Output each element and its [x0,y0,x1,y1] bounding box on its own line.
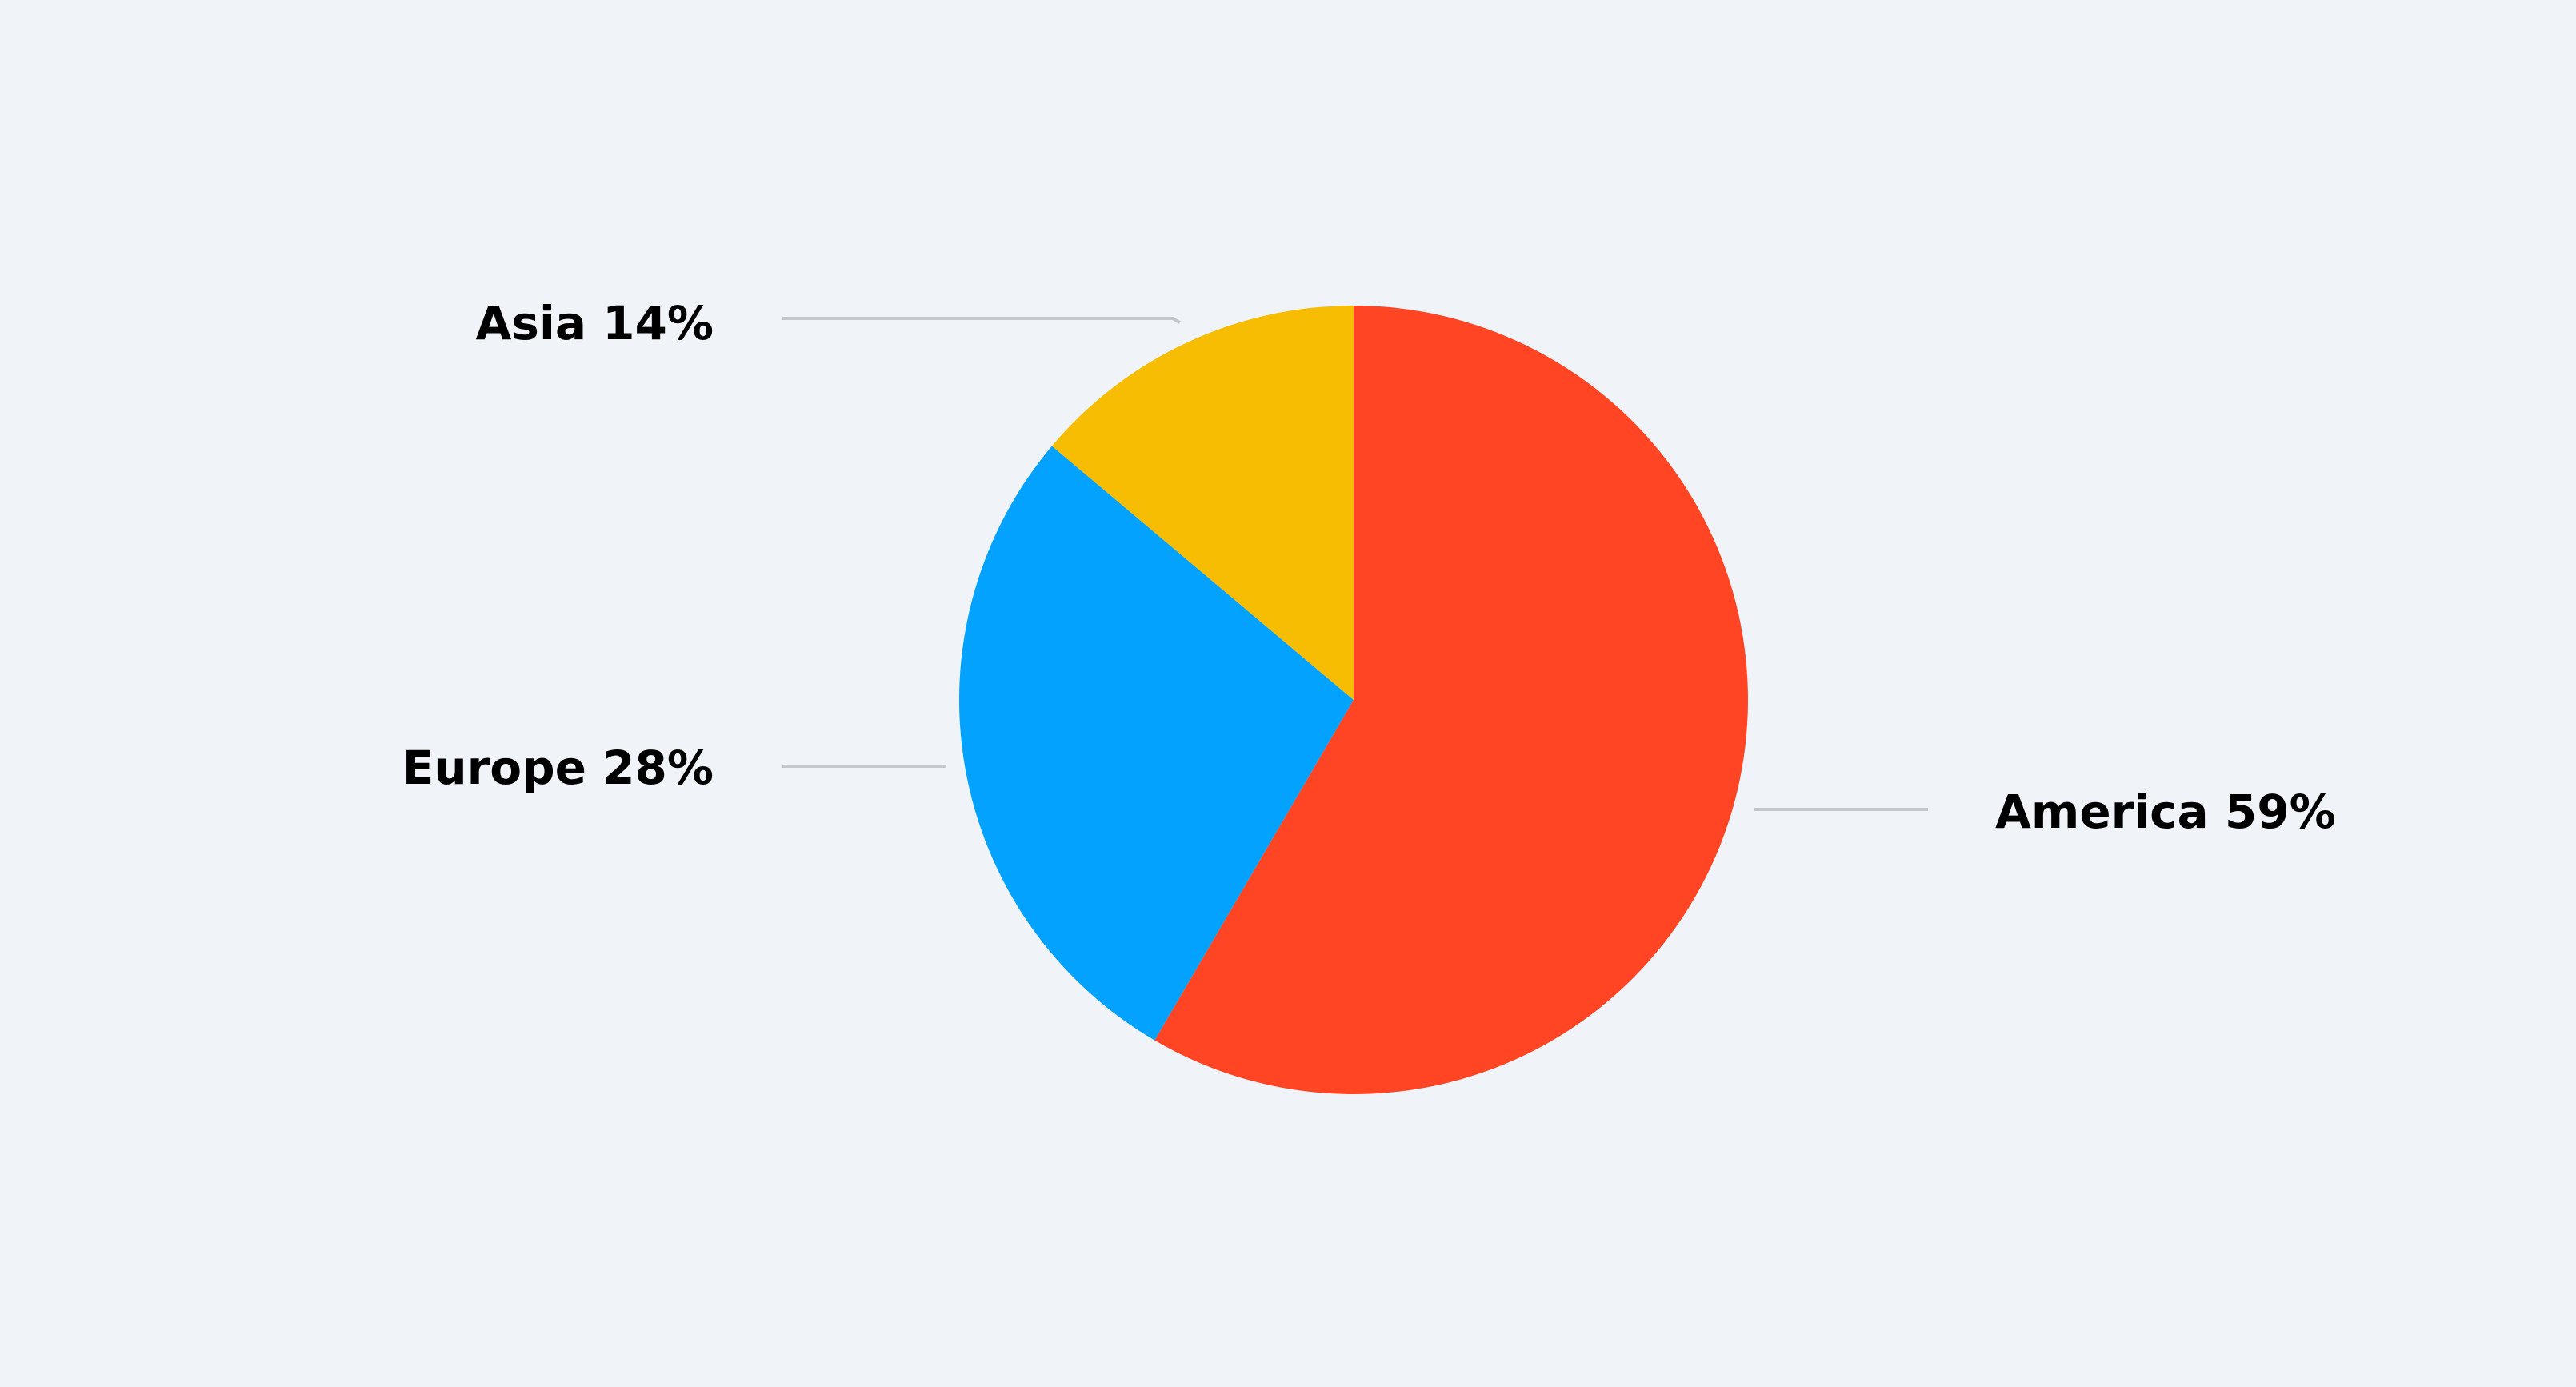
slice-label-america: America 59% [1995,785,2336,839]
leader-line-asia [782,317,1181,324]
slice-label-europe: Europe 28% [402,741,714,795]
pie-slice-europe [958,446,1354,1041]
slice-label-asia: Asia 14% [476,296,714,350]
pie-slice-asia [1051,306,1354,700]
pie-slice-america [1154,306,1748,1095]
pie-slices [958,306,1748,1095]
